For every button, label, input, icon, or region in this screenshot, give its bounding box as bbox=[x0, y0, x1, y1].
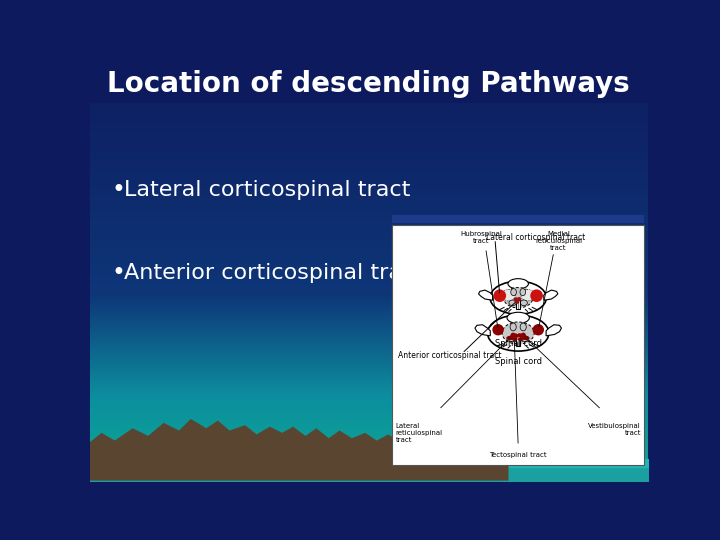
Polygon shape bbox=[479, 290, 492, 300]
Circle shape bbox=[516, 301, 518, 303]
Circle shape bbox=[514, 298, 518, 301]
Circle shape bbox=[531, 290, 542, 301]
Text: Lateral
reticulospinal
tract: Lateral reticulospinal tract bbox=[395, 423, 443, 443]
Ellipse shape bbox=[520, 323, 526, 331]
Ellipse shape bbox=[508, 279, 528, 289]
Ellipse shape bbox=[510, 288, 516, 296]
Bar bbox=[392, 226, 644, 369]
Text: Spinal cord: Spinal cord bbox=[495, 357, 541, 366]
Text: •: • bbox=[112, 261, 125, 285]
Text: Medial
reticulospinal
tract: Medial reticulospinal tract bbox=[535, 231, 582, 251]
Text: Location of descending Pathways: Location of descending Pathways bbox=[107, 70, 630, 98]
Ellipse shape bbox=[503, 288, 533, 308]
Ellipse shape bbox=[502, 322, 534, 344]
Ellipse shape bbox=[501, 289, 516, 301]
Polygon shape bbox=[475, 325, 490, 336]
Text: Tectospinal tract: Tectospinal tract bbox=[490, 451, 547, 457]
Ellipse shape bbox=[520, 288, 526, 296]
Ellipse shape bbox=[521, 289, 535, 301]
Text: Hubrospinal
tract: Hubrospinal tract bbox=[460, 231, 502, 244]
Bar bbox=[516, 300, 521, 309]
Text: Spinal cord: Spinal cord bbox=[495, 339, 541, 348]
Ellipse shape bbox=[521, 335, 528, 342]
Circle shape bbox=[521, 333, 525, 337]
Bar bbox=[392, 215, 644, 222]
Circle shape bbox=[494, 290, 505, 301]
Ellipse shape bbox=[507, 336, 513, 340]
Circle shape bbox=[511, 333, 515, 337]
Ellipse shape bbox=[513, 338, 517, 340]
Ellipse shape bbox=[487, 315, 549, 351]
Circle shape bbox=[518, 298, 521, 300]
Text: •: • bbox=[112, 178, 125, 201]
Ellipse shape bbox=[519, 338, 523, 340]
Bar bbox=[516, 335, 521, 346]
Bar bbox=[392, 225, 644, 465]
Circle shape bbox=[518, 334, 521, 336]
Ellipse shape bbox=[509, 300, 516, 306]
Ellipse shape bbox=[508, 335, 516, 342]
Polygon shape bbox=[546, 325, 562, 336]
Text: Lateral corticospinal tract: Lateral corticospinal tract bbox=[124, 179, 410, 200]
Ellipse shape bbox=[510, 323, 516, 331]
Circle shape bbox=[514, 334, 518, 338]
Ellipse shape bbox=[507, 312, 529, 323]
Polygon shape bbox=[90, 419, 508, 481]
Bar bbox=[90, 65, 648, 103]
Circle shape bbox=[493, 325, 503, 335]
Text: Lateral corticospinal tract: Lateral corticospinal tract bbox=[485, 233, 585, 242]
Ellipse shape bbox=[523, 336, 528, 340]
Text: Vestibulospinal
tract: Vestibulospinal tract bbox=[588, 423, 641, 436]
Ellipse shape bbox=[490, 281, 546, 314]
Ellipse shape bbox=[521, 300, 527, 306]
Text: Anterior corticospinal tract: Anterior corticospinal tract bbox=[398, 350, 502, 360]
Circle shape bbox=[534, 325, 544, 335]
Polygon shape bbox=[544, 290, 558, 300]
Text: Anterior corticospinal tract: Anterior corticospinal tract bbox=[124, 262, 423, 283]
